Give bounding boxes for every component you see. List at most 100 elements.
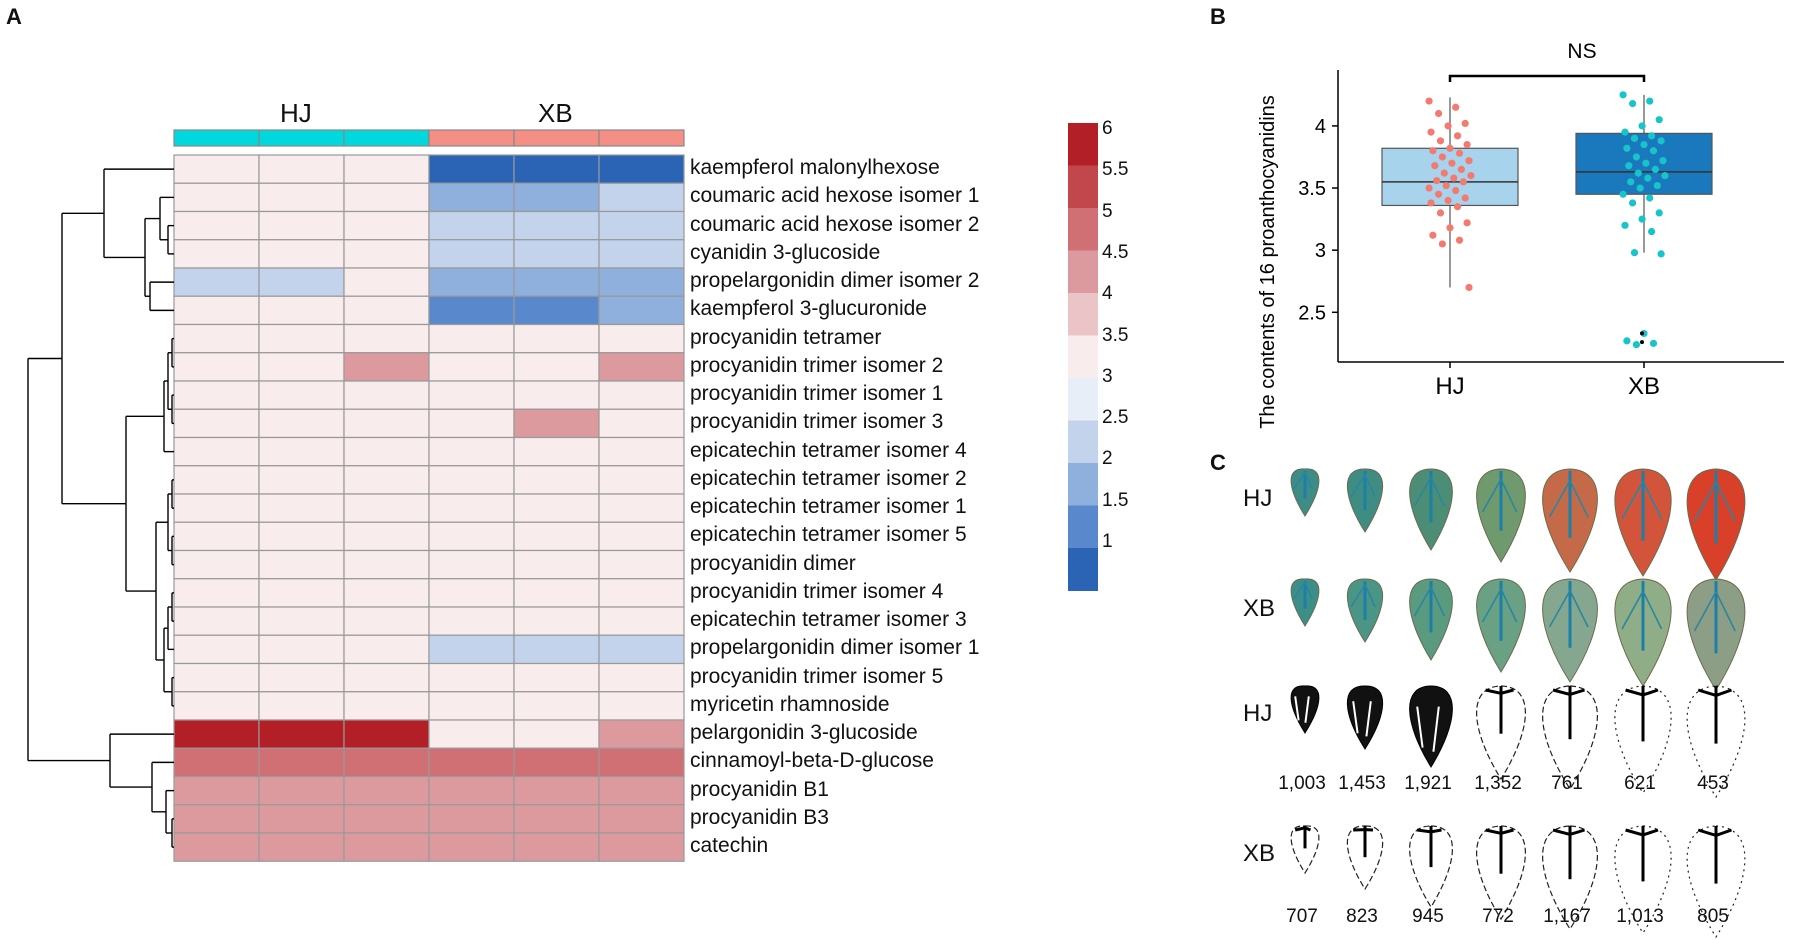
strawberry-section-image — [1285, 575, 1325, 629]
heatmap-cell — [259, 381, 344, 409]
heatmap-cell — [344, 579, 429, 607]
colorbar-segment — [1068, 251, 1098, 294]
data-point — [1446, 145, 1453, 152]
colorbar-segment — [1068, 421, 1098, 464]
data-point — [1437, 137, 1444, 144]
data-point — [1452, 187, 1459, 194]
heatmap-cell — [259, 296, 344, 324]
significance-label: NS — [1567, 40, 1596, 63]
colorbar-segment — [1068, 506, 1098, 549]
heatmap-cell — [599, 833, 684, 861]
data-point — [1637, 184, 1644, 191]
heatmap-cell — [344, 438, 429, 466]
heatmap-row-label: cyanidin 3-glucoside — [690, 241, 880, 265]
heatmap-cell — [599, 212, 684, 240]
heatmap-cell — [514, 664, 599, 692]
heatmap-cell — [514, 296, 599, 324]
data-point — [1642, 160, 1649, 167]
heatmap-cell — [514, 183, 599, 211]
heatmap-cell — [514, 579, 599, 607]
heatmap-cell — [259, 720, 344, 748]
heatmap-cell — [259, 353, 344, 381]
heatmap-cell — [174, 522, 259, 550]
heatmap-cell — [259, 155, 344, 183]
heatmap-cell — [514, 551, 599, 579]
stain-mask-image — [1285, 682, 1325, 736]
data-point — [1452, 104, 1459, 111]
heatmap-cell — [174, 466, 259, 494]
data-point — [1625, 162, 1632, 169]
data-point — [1445, 197, 1452, 204]
data-point — [1652, 166, 1659, 173]
heatmap-cell — [599, 692, 684, 720]
data-point — [1467, 172, 1474, 179]
heatmap-cell — [344, 240, 429, 268]
heatmap-cell — [259, 607, 344, 635]
heatmap-cell — [259, 438, 344, 466]
strawberry-section-image — [1676, 465, 1756, 583]
heatmap-cell — [174, 777, 259, 805]
stain-mask-image — [1401, 822, 1461, 910]
heatmap-cell — [259, 551, 344, 579]
heatmap-row-label: procyanidin trimer isomer 3 — [690, 410, 943, 434]
heatmap-row-label: coumaric acid hexose isomer 2 — [690, 213, 979, 237]
heatmap-row-label: kaempferol malonylhexose — [690, 156, 940, 180]
stain-count-label: 1,167 — [1527, 906, 1607, 928]
heatmap-cell — [174, 720, 259, 748]
data-point — [1623, 337, 1630, 344]
heatmap-cell — [429, 720, 514, 748]
strawberry-section-image — [1604, 575, 1682, 689]
data-point — [1640, 141, 1647, 148]
group-bar-cell — [429, 130, 514, 146]
heatmap-row-label: kaempferol 3-glucuronide — [690, 297, 927, 321]
heatmap-cell — [599, 664, 684, 692]
data-point — [1635, 170, 1642, 177]
panel-letter-b: B — [1210, 4, 1226, 30]
heatmap-row-label: epicatechin tetramer isomer 5 — [690, 523, 967, 547]
heatmap-cell — [514, 494, 599, 522]
heatmap-cell — [344, 748, 429, 776]
heatmap-cell — [599, 353, 684, 381]
stain-count-label: 1,013 — [1600, 906, 1680, 928]
heatmap-cell — [429, 777, 514, 805]
strawberry-row-label: HJ — [1243, 700, 1272, 728]
colorbar-tick: 1.5 — [1102, 490, 1128, 512]
data-point — [1435, 110, 1442, 117]
heatmap-row-label: procyanidin trimer isomer 2 — [690, 354, 943, 378]
heatmap-cell — [599, 296, 684, 324]
heatmap-cell — [344, 522, 429, 550]
data-point — [1439, 240, 1446, 247]
x-tick-label: XB — [1628, 373, 1660, 400]
data-point — [1658, 250, 1665, 257]
strawberry-section-image — [1532, 465, 1608, 575]
heatmap-row-label: epicatechin tetramer isomer 4 — [690, 439, 967, 463]
data-point — [1464, 141, 1471, 148]
group-bar-cell — [259, 130, 344, 146]
heatmap-cell — [259, 777, 344, 805]
data-point — [1656, 116, 1663, 123]
heatmap-cell — [429, 381, 514, 409]
strawberry-section-image — [1340, 575, 1390, 645]
data-point — [1429, 147, 1436, 154]
data-point — [1661, 172, 1668, 179]
heatmap-cell — [514, 777, 599, 805]
heatmap-cell — [174, 325, 259, 353]
data-point — [1443, 182, 1450, 189]
heatmap-cell — [429, 551, 514, 579]
stain-mask-image — [1467, 682, 1535, 782]
strawberry-section-image — [1401, 575, 1461, 663]
heatmap-cell — [259, 183, 344, 211]
heatmap-cell — [514, 833, 599, 861]
data-point — [1464, 219, 1471, 226]
data-point — [1462, 194, 1469, 201]
heatmap-cell — [429, 522, 514, 550]
heatmap-cell — [344, 777, 429, 805]
strawberry-section-image — [1532, 575, 1608, 685]
stain-count-label: 1,352 — [1458, 773, 1538, 795]
data-point — [1654, 182, 1661, 189]
data-point — [1631, 249, 1638, 256]
strawberry-row-label: HJ — [1243, 485, 1272, 513]
heatmap-cell — [174, 240, 259, 268]
data-point — [1629, 100, 1636, 107]
heatmap-cell — [429, 240, 514, 268]
